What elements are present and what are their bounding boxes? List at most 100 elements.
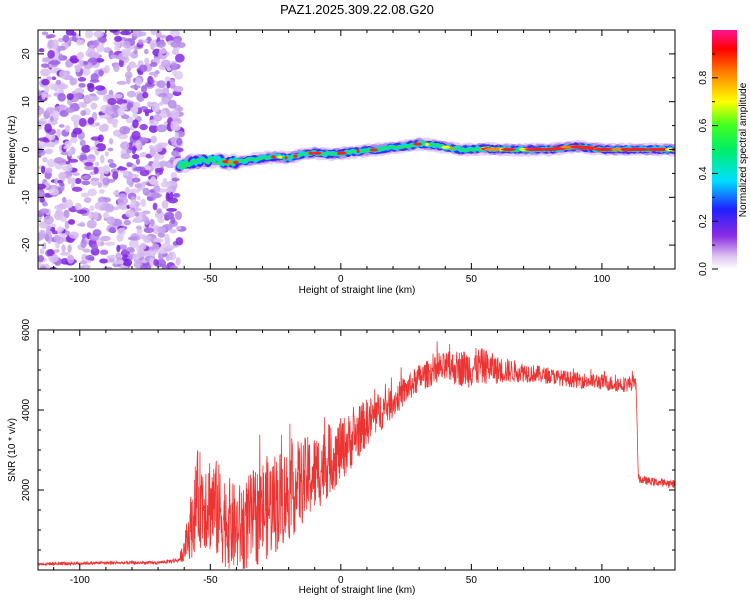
- noise-speckle: [72, 127, 83, 135]
- noise-speckle: [140, 264, 147, 269]
- noise-speckle: [85, 30, 94, 39]
- noise-speckle: [45, 34, 52, 39]
- noise-speckle: [167, 99, 177, 109]
- noise-speckle: [58, 124, 65, 128]
- noise-speckle: [42, 202, 48, 207]
- noise-speckle: [116, 167, 128, 171]
- colorbar-tick-label: 0.8: [698, 70, 709, 84]
- noise-speckle: [99, 114, 110, 119]
- noise-speckle: [98, 36, 107, 44]
- noise-speckle: [85, 254, 95, 261]
- noise-speckle: [82, 248, 91, 253]
- noise-speckle: [63, 209, 70, 219]
- noise-speckle: [162, 177, 168, 183]
- noise-speckle: [119, 125, 130, 135]
- noise-speckle: [120, 30, 131, 36]
- noise-speckle: [113, 259, 124, 265]
- ridge-hotspot: [277, 155, 283, 159]
- spectrogram-ytick-label: 10: [21, 96, 32, 108]
- noise-speckle: [107, 147, 114, 152]
- noise-speckle: [157, 226, 167, 233]
- noise-speckle: [133, 216, 142, 223]
- noise-speckle: [174, 70, 184, 80]
- noise-speckle: [80, 192, 90, 198]
- noise-speckle: [87, 84, 95, 92]
- noise-speckle: [109, 138, 114, 145]
- noise-speckle: [149, 40, 156, 50]
- noise-speckle: [113, 63, 120, 72]
- noise-speckle: [142, 109, 154, 114]
- noise-speckle: [38, 117, 48, 127]
- noise-speckle: [161, 109, 167, 119]
- snr-series-line: [38, 341, 675, 569]
- noise-speckle: [168, 251, 177, 261]
- noise-speckle: [104, 106, 113, 116]
- noise-speckle: [65, 107, 75, 114]
- noise-speckle: [89, 205, 95, 212]
- ridge-hotspot: [233, 160, 239, 164]
- noise-speckle: [108, 118, 119, 125]
- noise-speckle: [164, 233, 170, 242]
- noise-speckle: [153, 72, 158, 78]
- noise-speckle: [42, 242, 47, 250]
- noise-speckle: [118, 58, 124, 68]
- noise-speckle: [84, 161, 94, 167]
- noise-speckle: [76, 209, 88, 214]
- noise-speckle: [75, 33, 82, 39]
- noise-speckle: [88, 211, 93, 220]
- noise-speckle: [139, 64, 148, 73]
- noise-speckle: [131, 177, 141, 183]
- noise-speckle: [134, 207, 142, 212]
- noise-speckle: [58, 104, 66, 110]
- noise-speckle: [42, 157, 48, 163]
- noise-speckle: [86, 219, 97, 229]
- snr-frame: [37, 329, 676, 571]
- noise-speckle: [60, 216, 67, 222]
- ridge-hotspot: [293, 154, 298, 158]
- noise-speckle: [117, 227, 126, 236]
- noise-speckle: [81, 180, 91, 186]
- ridge-hotspot: [338, 151, 347, 155]
- noise-speckle: [175, 225, 182, 230]
- noise-speckle: [83, 60, 89, 65]
- colorbar-tick-label: 0.2: [698, 214, 709, 228]
- noise-speckle: [99, 189, 105, 194]
- noise-speckle: [52, 39, 59, 48]
- noise-speckle: [38, 141, 47, 149]
- ridge-hotspot: [308, 151, 314, 155]
- noise-speckle: [56, 128, 61, 138]
- noise-speckle: [135, 140, 142, 150]
- noise-speckle: [99, 154, 105, 164]
- noise-speckle: [133, 49, 138, 55]
- noise-speckle: [166, 207, 178, 212]
- noise-speckle: [90, 177, 100, 182]
- noise-speckle: [170, 265, 178, 269]
- noise-speckle: [130, 199, 136, 206]
- noise-speckle: [66, 163, 73, 173]
- noise-speckle: [57, 45, 66, 51]
- noise-speckle: [65, 60, 73, 68]
- noise-speckle: [61, 244, 66, 253]
- noise-speckle: [120, 114, 130, 120]
- noise-speckle: [157, 232, 166, 238]
- noise-speckle: [38, 191, 46, 198]
- noise-speckle: [114, 44, 121, 51]
- noise-speckle: [67, 149, 73, 157]
- noise-speckle: [39, 265, 47, 269]
- noise-speckle: [69, 231, 80, 239]
- noise-speckle: [95, 143, 106, 152]
- noise-speckle: [170, 109, 180, 118]
- figure-title: PAZ1.2025.309.22.08.G20: [280, 2, 434, 17]
- noise-speckle: [71, 186, 83, 192]
- noise-speckle: [100, 235, 111, 242]
- noise-speckle: [74, 64, 81, 73]
- noise-speckle: [84, 165, 95, 171]
- noise-speckle: [130, 106, 138, 113]
- noise-speckle: [155, 172, 160, 177]
- snr-background: [38, 330, 675, 570]
- noise-speckle: [108, 162, 117, 168]
- ridge-hotspot: [450, 146, 454, 150]
- noise-speckle: [104, 151, 109, 157]
